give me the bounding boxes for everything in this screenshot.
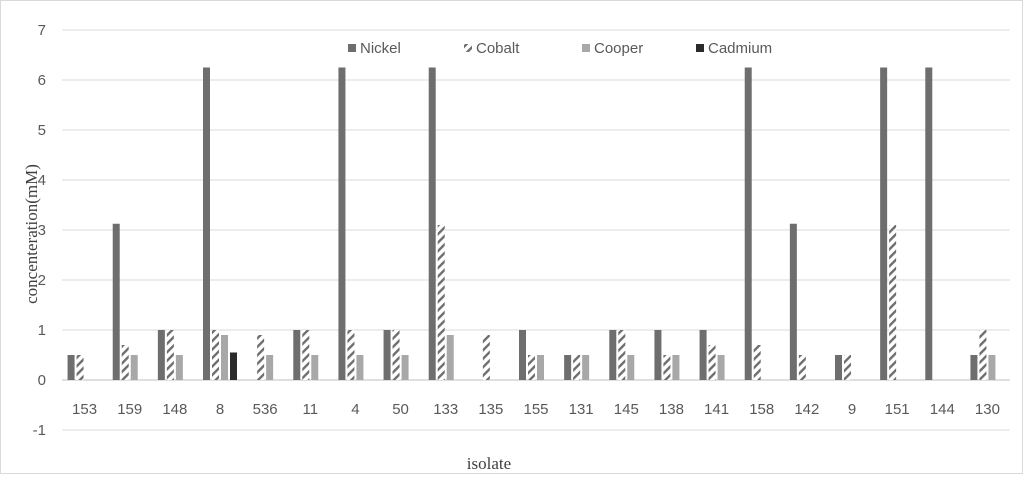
bar-cooper-130 (988, 355, 996, 380)
bar-cooper-138 (672, 355, 680, 380)
bar-cobalt-138 (663, 355, 671, 380)
bar-nickel-141 (699, 330, 707, 380)
bar-cobalt-131 (573, 355, 581, 380)
bar-cobalt-133 (437, 225, 445, 380)
bar-cobalt-145 (618, 330, 626, 380)
x-tick-label: 142 (794, 401, 819, 418)
bar-nickel-151 (880, 67, 888, 380)
bar-cooper-148 (175, 355, 183, 380)
x-tick-label: 155 (523, 401, 548, 418)
legend-label-cadmium: Cadmium (708, 40, 772, 57)
x-tick-label: 133 (433, 401, 458, 418)
x-axis-label: isolate (467, 454, 511, 473)
bar-cobalt-158 (753, 345, 761, 380)
bar-nickel-130 (970, 355, 978, 380)
bar-cobalt-151 (889, 225, 897, 380)
bar-cobalt-536 (257, 335, 265, 380)
y-tick-label: 6 (38, 72, 46, 89)
legend-label-cooper: Cooper (594, 40, 643, 57)
x-tick-label: 153 (72, 401, 97, 418)
bar-cadmium-8 (230, 352, 237, 380)
bar-cooper-11 (311, 355, 319, 380)
x-tick-label: 141 (704, 401, 729, 418)
bar-cobalt-159 (121, 345, 129, 380)
bar-cooper-8 (221, 335, 228, 380)
y-tick-label: 1 (38, 322, 46, 339)
bar-cooper-50 (401, 355, 409, 380)
bar-nickel-145 (609, 330, 617, 380)
y-tick-label: 5 (38, 122, 46, 139)
bar-cobalt-9 (844, 355, 851, 380)
x-tick-label: 9 (848, 401, 856, 418)
bar-cobalt-8 (212, 330, 219, 380)
bar-nickel-153 (67, 355, 75, 380)
bar-nickel-11 (293, 330, 301, 380)
bar-cooper-536 (266, 355, 274, 380)
bar-cooper-141 (717, 355, 725, 380)
bar-cooper-133 (446, 335, 454, 380)
legend-swatch-cooper (582, 44, 590, 52)
x-tick-label: 130 (975, 401, 1000, 418)
bar-cobalt-142 (798, 355, 806, 380)
x-tick-label: 4 (351, 401, 359, 418)
y-tick-label: -1 (33, 422, 46, 439)
bar-nickel-158 (744, 67, 752, 380)
bar-nickel-159 (112, 223, 120, 380)
x-tick-label: 536 (253, 401, 278, 418)
y-tick-label: 4 (38, 172, 46, 189)
bar-nickel-142 (789, 223, 797, 380)
bar-cobalt-141 (708, 345, 716, 380)
bar-cobalt-155 (528, 355, 535, 380)
x-tick-label: 50 (392, 401, 409, 418)
bar-nickel-155 (519, 330, 526, 380)
x-tick-label: 151 (885, 401, 910, 418)
x-tick-label: 135 (478, 401, 503, 418)
x-tick-label: 159 (117, 401, 142, 418)
bar-nickel-9 (835, 355, 842, 380)
bar-cooper-155 (537, 355, 544, 380)
bar-nickel-133 (428, 67, 436, 380)
legend-swatch-cadmium (696, 44, 704, 52)
y-tick-label: 7 (38, 22, 46, 39)
x-tick-label: 145 (614, 401, 639, 418)
y-tick-label: 0 (38, 372, 46, 389)
bar-nickel-148 (157, 330, 165, 380)
x-tick-label: 8 (216, 401, 224, 418)
x-tick-label: 158 (749, 401, 774, 418)
y-axis-label: concenteration(mM) (22, 164, 41, 304)
bar-cobalt-11 (302, 330, 310, 380)
legend-swatch-nickel (348, 44, 356, 52)
x-tick-label: 148 (162, 401, 187, 418)
bar-nickel-138 (654, 330, 662, 380)
bar-cooper-159 (130, 355, 138, 380)
y-tick-label: 3 (38, 222, 46, 239)
bar-cobalt-148 (166, 330, 174, 380)
bar-cobalt-153 (76, 355, 84, 380)
bar-cooper-145 (627, 355, 635, 380)
x-tick-label: 138 (659, 401, 684, 418)
bar-nickel-4 (338, 67, 346, 380)
bar-nickel-144 (925, 67, 933, 380)
legend-swatch-cobalt (464, 44, 472, 52)
bar-nickel-50 (383, 330, 391, 380)
legend-label-nickel: Nickel (360, 40, 401, 57)
x-tick-label: 144 (930, 401, 955, 418)
bar-nickel-8 (203, 67, 210, 380)
bar-cobalt-50 (392, 330, 400, 380)
bar-cooper-131 (582, 355, 590, 380)
bar-cobalt-4 (347, 330, 355, 380)
bar-cobalt-130 (979, 330, 987, 380)
bar-cobalt-135 (482, 335, 490, 380)
x-tick-label: 11 (302, 401, 318, 418)
bar-nickel-131 (564, 355, 572, 380)
legend-label-cobalt: Cobalt (476, 40, 520, 57)
bar-cooper-4 (356, 355, 364, 380)
y-tick-label: 2 (38, 272, 46, 289)
x-tick-label: 131 (569, 401, 594, 418)
